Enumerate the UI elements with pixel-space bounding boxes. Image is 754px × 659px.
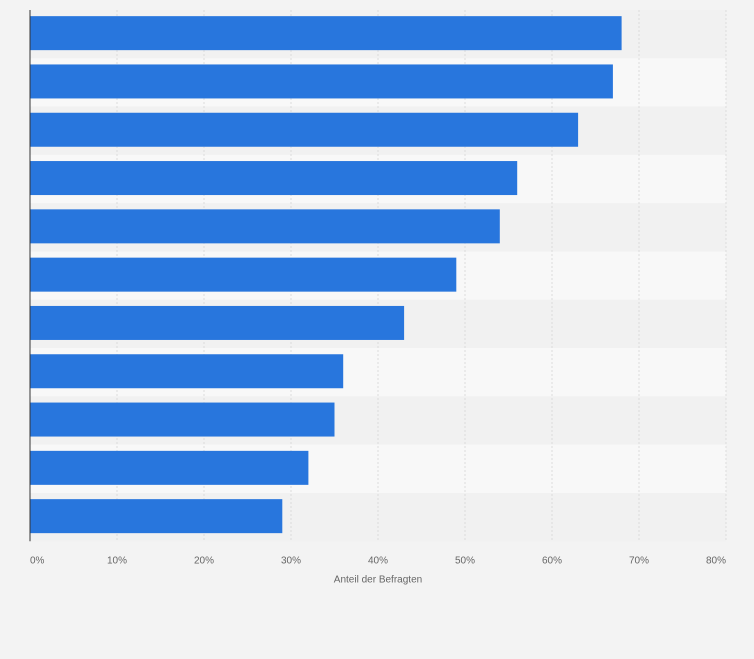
bar: [30, 450, 309, 485]
bar: [30, 161, 518, 196]
bar: [30, 64, 613, 99]
x-tick-label: 10%: [107, 555, 127, 566]
x-tick-label: 70%: [629, 555, 649, 566]
x-tick-label: 0%: [30, 555, 45, 566]
bar: [30, 499, 283, 534]
x-tick-label: 80%: [706, 555, 726, 566]
x-tick-label: 20%: [194, 555, 214, 566]
bar: [30, 16, 622, 51]
bars: [30, 16, 622, 534]
bar: [30, 209, 500, 244]
x-axis-ticks: 0% 10% 20% 30% 40% 50% 60% 70% 80%: [30, 555, 726, 566]
bar: [30, 257, 457, 292]
x-tick-label: 30%: [281, 555, 301, 566]
bar: [30, 305, 405, 340]
bar: [30, 402, 335, 437]
bar: [30, 354, 344, 389]
x-tick-label: 40%: [368, 555, 388, 566]
bar: [30, 112, 579, 147]
x-tick-label: 50%: [455, 555, 475, 566]
x-tick-label: 60%: [542, 555, 562, 566]
x-axis-title: Anteil der Befragten: [334, 574, 422, 585]
